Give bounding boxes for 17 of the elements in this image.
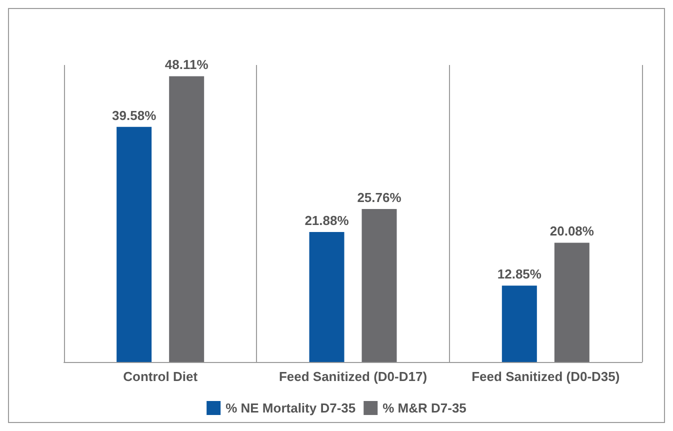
bar xyxy=(116,126,152,362)
bar xyxy=(309,232,344,362)
data-label: 21.88% xyxy=(304,213,350,228)
bar xyxy=(362,208,397,362)
legend-label: % M&R D7-35 xyxy=(382,400,466,416)
legend-label: % NE Mortality D7-35 xyxy=(226,400,356,416)
data-label: 39.58% xyxy=(112,108,157,123)
data-label: 48.11% xyxy=(164,57,209,72)
x-tick-label: Feed Sanitized (D0-D17) xyxy=(278,369,428,384)
x-tick-label: Control Diet xyxy=(123,369,198,384)
data-label: 25.76% xyxy=(357,190,402,205)
bar xyxy=(502,286,537,362)
data-label: 20.08% xyxy=(550,224,594,239)
bar xyxy=(169,76,204,362)
x-tick-label: Feed Sanitized (D0-D35) xyxy=(472,369,620,384)
data-label: 12.85% xyxy=(497,266,542,282)
bar xyxy=(554,242,590,362)
